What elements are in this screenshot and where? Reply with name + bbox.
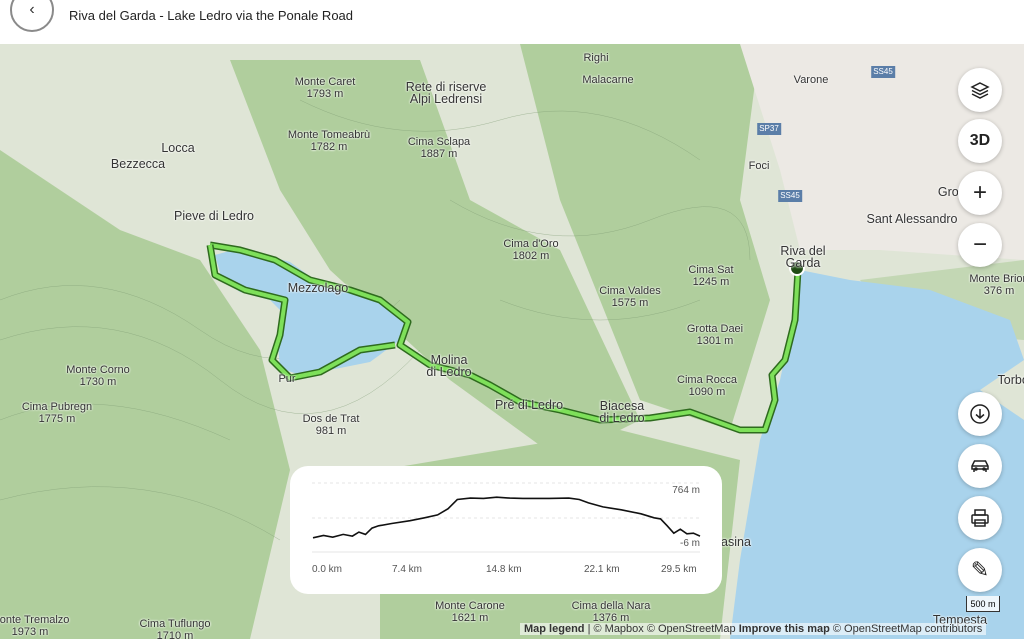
elevation-profile[interactable]: 764 m -6 m 0.0 km 7.4 km 14.8 km 22.1 km… (290, 466, 722, 594)
y-max-label: 764 m (672, 485, 700, 496)
top-bar: ‹ Riva del Garda - Lake Ledro via the Po… (0, 0, 1024, 44)
lake-ledro (215, 248, 405, 375)
map-label-mezzolago: Mezzolago (287, 281, 349, 295)
map-label-monte-carone: Monte Carone 1621 m (435, 600, 505, 624)
map-label-molina: Molina di Ledro (426, 353, 472, 379)
minus-icon: − (972, 231, 987, 258)
map-label-grotta: Grotta Daei 1301 m (686, 323, 744, 347)
map-label-biacesa: Biacesa di Ledro (599, 399, 645, 425)
map-label-cima-pubregn: Cima Pubregn 1775 m (21, 401, 93, 425)
3d-button[interactable]: 3D (958, 119, 1002, 163)
osm-attribution[interactable]: © OpenStreetMap contributors (832, 623, 983, 635)
zoom-out-button[interactable]: − (958, 223, 1002, 267)
print-button[interactable] (958, 496, 1002, 540)
map-label-ss45a: SS45 (871, 66, 895, 78)
back-button[interactable]: ‹ (10, 0, 54, 32)
map-label-pre: Pré di Ledro (494, 398, 564, 412)
map-label-righi: Righi (583, 52, 609, 64)
route-line (209, 243, 800, 432)
download-button[interactable] (958, 392, 1002, 436)
map-label-pieve: Pieve di Ledro (174, 209, 254, 223)
map-label-monte-caret: Monte Caret 1793 m (294, 76, 356, 100)
x-label-2: 14.8 km (486, 564, 522, 575)
edit-button[interactable]: ✎ (958, 548, 1002, 592)
chevron-left-icon: ‹ (29, 1, 35, 18)
town-area (740, 44, 1024, 260)
plus-icon: + (972, 179, 987, 206)
elevation-line (312, 496, 701, 539)
lake-garda (730, 270, 1024, 639)
improve-map-link[interactable]: Improve this map (738, 623, 830, 635)
y-min-label: -6 m (680, 538, 700, 549)
map-label-torbole: Torbole (997, 373, 1024, 387)
mapbox-attribution[interactable]: | © Mapbox © OpenStreetMap (587, 623, 736, 635)
pencil-icon: ✎ (970, 557, 990, 582)
map-label-sp37: SP37 (757, 123, 781, 135)
zoom-in-button[interactable]: + (958, 171, 1002, 215)
map-label-malacarne: Malacarne (582, 74, 634, 86)
start-marker (789, 260, 805, 276)
map-label-cima-sclapa: Cima Sclapa 1887 m (407, 136, 471, 160)
map-label-foci: Foci (748, 160, 770, 172)
car-button[interactable] (958, 444, 1002, 488)
map-label-riva: Riva del Garda (780, 244, 826, 270)
map-label-dos-de-trat: Dos de Trat 981 m (302, 413, 360, 437)
map-label-monte-corno: Monte Corno 1730 m (66, 364, 130, 388)
download-icon (970, 404, 990, 424)
layers-icon (970, 82, 990, 99)
map-label-varone: Varone (793, 74, 829, 86)
map-label-locca: Locca (161, 141, 195, 155)
map-label-rete: Rete di riserve Alpi Ledrensi (405, 80, 487, 106)
map-label-cima-valdes: Cima Valdes 1575 m (599, 285, 661, 309)
x-label-1: 7.4 km (392, 564, 423, 575)
map-label-pur: Pur (278, 373, 296, 385)
map-label-cima-sat: Cima Sat 1245 m (688, 264, 734, 288)
route-line-loop (208, 244, 396, 380)
map-label-casina: asina (721, 535, 751, 549)
map-label-ss45b: SS45 (778, 190, 802, 202)
scale-bar: 500 m (966, 596, 1000, 612)
map-label-sant-alessandro: Sant Alessandro (866, 212, 958, 226)
map-label-cima-tuflungo: Cima Tuflungo 1710 m (139, 618, 211, 639)
map-label-monte-brione: Monte Brion 376 m (969, 273, 1024, 297)
x-label-4: 29.5 km (661, 564, 697, 575)
map-label-monte-tomeabru: Monte Tomeabrù 1782 m (287, 129, 371, 153)
map-label-cima-doro: Cima d'Oro 1802 m (503, 238, 559, 262)
car-icon (971, 460, 989, 472)
map-label-bezzecca: Bezzecca (110, 157, 166, 171)
printer-icon (971, 509, 989, 527)
map-legend-link[interactable]: Map legend (524, 623, 585, 635)
x-label-3: 22.1 km (584, 564, 620, 575)
elevation-chart (312, 482, 701, 553)
x-label-0: 0.0 km (312, 564, 343, 575)
map-label-cima-nara: Cima della Nara 1376 m (571, 600, 651, 624)
layers-button[interactable] (958, 68, 1002, 112)
page-title: Riva del Garda - Lake Ledro via the Pona… (69, 8, 354, 23)
attribution: Map legend | © Mapbox © OpenStreetMap Im… (520, 623, 987, 635)
map-label-cima-rocca: Cima Rocca 1090 m (677, 374, 737, 398)
map-label-tremalzo: Monte Tremalzo 1973 m (0, 614, 70, 638)
map-label-grot: Grot (937, 185, 963, 199)
map[interactable]: Monte Caret 1793 m Rete di riserve Alpi L… (0, 44, 1024, 639)
